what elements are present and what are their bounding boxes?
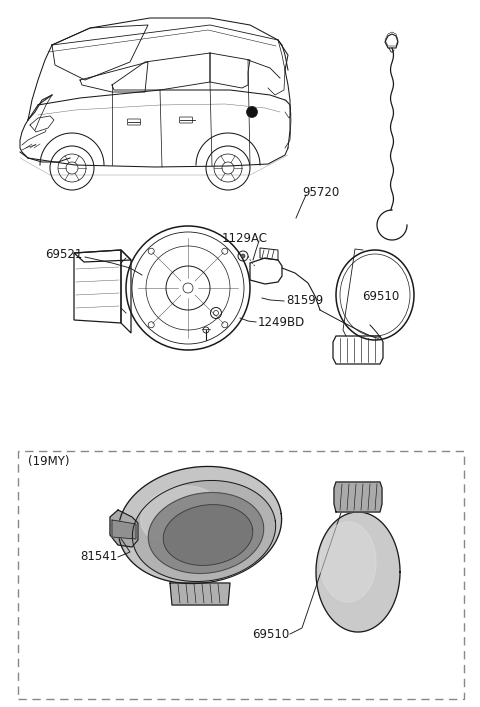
Text: 1249BD: 1249BD <box>258 317 305 329</box>
Polygon shape <box>320 522 376 602</box>
Polygon shape <box>132 481 276 582</box>
Text: 69510: 69510 <box>362 291 399 303</box>
Polygon shape <box>119 467 282 583</box>
Text: 69521: 69521 <box>46 247 83 260</box>
Text: 95720: 95720 <box>302 185 339 199</box>
Polygon shape <box>141 486 219 544</box>
Polygon shape <box>163 505 253 566</box>
Polygon shape <box>112 520 136 539</box>
Polygon shape <box>170 583 230 605</box>
Text: 69510: 69510 <box>252 628 289 641</box>
Circle shape <box>241 254 245 258</box>
Polygon shape <box>316 512 400 632</box>
Polygon shape <box>110 510 138 547</box>
Text: 81599: 81599 <box>286 293 323 307</box>
Bar <box>18 451 464 699</box>
Circle shape <box>247 107 257 117</box>
Polygon shape <box>148 493 264 573</box>
Text: 81541: 81541 <box>80 551 117 563</box>
Polygon shape <box>334 482 382 512</box>
Text: 1129AC: 1129AC <box>222 231 268 245</box>
Text: (19MY): (19MY) <box>28 455 70 467</box>
